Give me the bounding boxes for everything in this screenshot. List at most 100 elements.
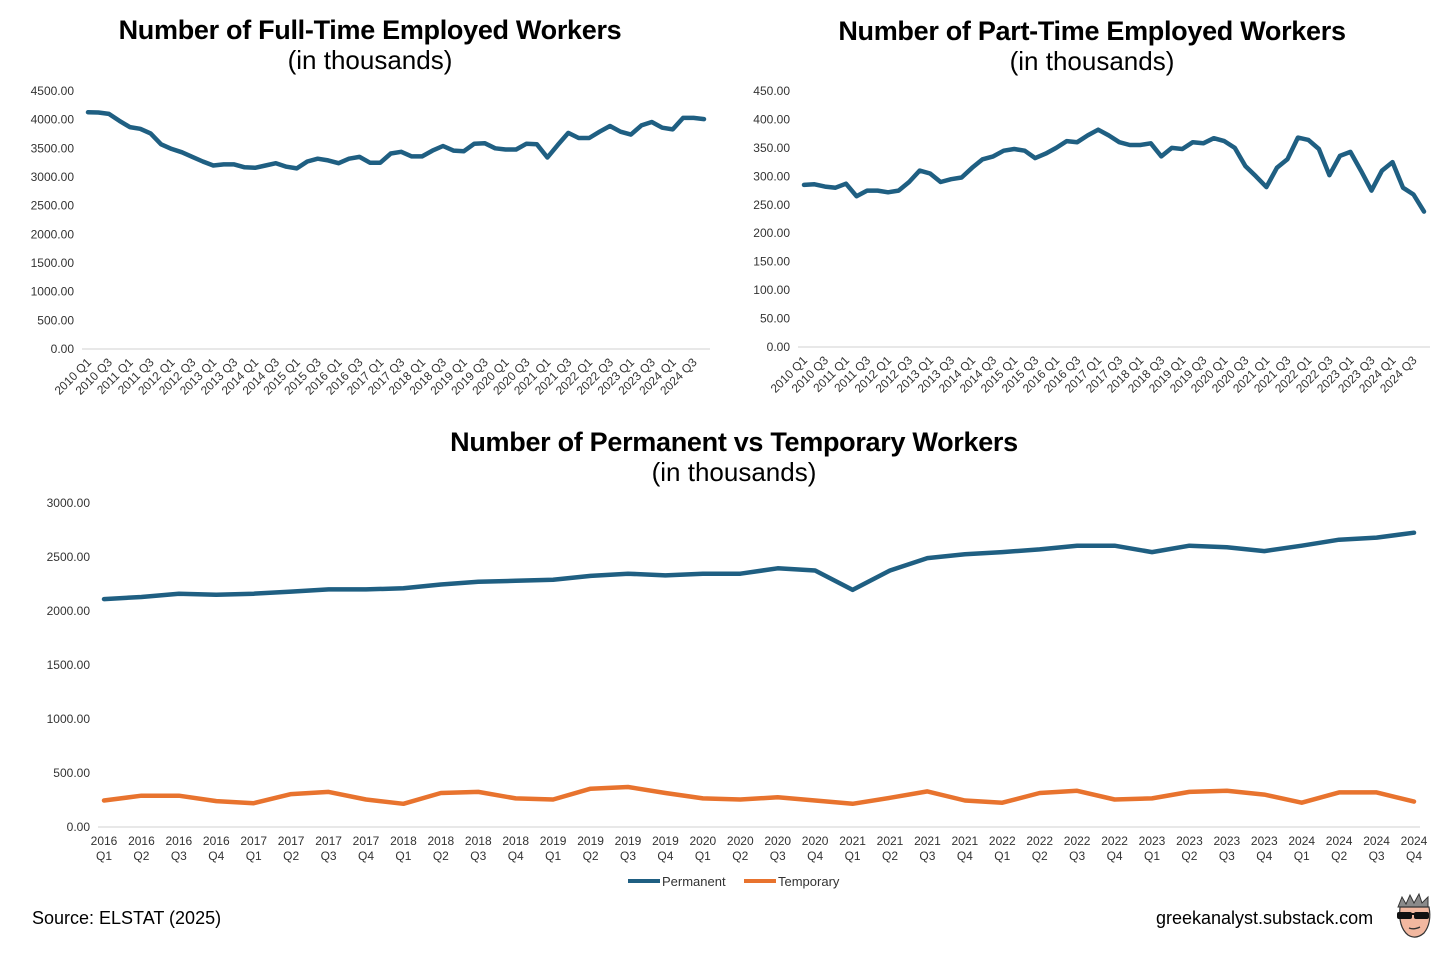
legend-label-permanent: Permanent: [662, 874, 726, 889]
x-tick-label-year: 2020: [764, 834, 791, 848]
y-tick-label: 350.00: [753, 141, 790, 155]
x-tick-label-year: 2024: [1401, 834, 1428, 848]
x-tick-label-quarter: Q3: [1069, 849, 1085, 863]
x-tick-label-quarter: Q4: [807, 849, 823, 863]
x-tick-label-quarter: Q2: [732, 849, 748, 863]
x-tick-label-year: 2022: [1101, 834, 1128, 848]
x-tick-label-year: 2024: [1288, 834, 1315, 848]
y-tick-label: 2500.00: [47, 550, 91, 564]
x-tick-label-quarter: Q2: [583, 849, 599, 863]
x-tick-label-year: 2024: [1326, 834, 1353, 848]
x-tick-label-quarter: Q1: [395, 849, 411, 863]
y-tick-label: 500.00: [53, 766, 90, 780]
y-tick-label: 1000.00: [31, 285, 75, 299]
x-tick-label-quarter: Q1: [246, 849, 262, 863]
x-tick-label-quarter: Q3: [470, 849, 486, 863]
chart1-title-main: Number of Full-Time Employed Workers: [118, 15, 622, 45]
y-tick-label: 2500.00: [31, 199, 75, 213]
y-tick-label: 1000.00: [47, 712, 91, 726]
x-tick-label-quarter: Q1: [994, 849, 1010, 863]
x-tick-label-year: 2017: [278, 834, 305, 848]
y-tick-label: 1500.00: [31, 256, 75, 270]
x-tick-label-quarter: Q4: [208, 849, 224, 863]
x-tick-label-quarter: Q4: [1107, 849, 1123, 863]
x-tick-label-quarter: Q1: [545, 849, 561, 863]
y-tick-label: 100.00: [753, 283, 790, 297]
x-tick-label-year: 2019: [540, 834, 567, 848]
x-tick-label-year: 2022: [989, 834, 1016, 848]
x-tick-label-quarter: Q2: [1181, 849, 1197, 863]
legend-label-temporary: Temporary: [778, 874, 840, 889]
chart2-title: Number of Part-Time Employed Workers (in…: [782, 16, 1402, 75]
y-tick-label: 0.00: [67, 820, 91, 834]
y-tick-label: 3000.00: [31, 170, 75, 184]
x-tick-label-year: 2020: [802, 834, 829, 848]
x-tick-label-quarter: Q3: [1369, 849, 1385, 863]
x-tick-label-year: 2016: [203, 834, 230, 848]
x-tick-label-year: 2020: [690, 834, 717, 848]
series-line-main: [801, 127, 1427, 214]
x-tick-label-year: 2017: [315, 834, 342, 848]
x-tick-label-quarter: Q3: [919, 849, 935, 863]
x-tick-label-year: 2018: [428, 834, 455, 848]
x-tick-label-year: 2021: [952, 834, 979, 848]
y-tick-label: 3000.00: [47, 496, 91, 510]
x-tick-label-year: 2024: [1363, 834, 1390, 848]
y-tick-label: 50.00: [760, 312, 790, 326]
x-tick-label-year: 2016: [166, 834, 193, 848]
x-tick-label-year: 2017: [240, 834, 267, 848]
x-tick-label-quarter: Q1: [845, 849, 861, 863]
chart3-title-main: Number of Permanent vs Temporary Workers: [450, 427, 1018, 457]
y-tick-label: 250.00: [753, 198, 790, 212]
chart1-title: Number of Full-Time Employed Workers (in…: [60, 15, 680, 75]
x-tick-label-quarter: Q3: [770, 849, 786, 863]
chart1-subtitle: (in thousands): [287, 44, 453, 75]
x-tick-label-quarter: Q4: [1256, 849, 1272, 863]
x-tick-label-quarter: Q2: [882, 849, 898, 863]
x-tick-label-quarter: Q1: [1294, 849, 1310, 863]
y-tick-label: 200.00: [753, 226, 790, 240]
x-tick-label-quarter: Q3: [171, 849, 187, 863]
x-tick-label-quarter: Q3: [620, 849, 636, 863]
x-tick-label-quarter: Q2: [133, 849, 149, 863]
x-tick-label-quarter: Q1: [96, 849, 112, 863]
series-line-permanent: [101, 530, 1417, 602]
x-tick-label-year: 2021: [914, 834, 941, 848]
series-line-main: [85, 109, 707, 171]
series-line-temporary: [101, 784, 1417, 807]
x-tick-label-year: 2023: [1139, 834, 1166, 848]
x-tick-label-year: 2019: [577, 834, 604, 848]
x-tick-label-year: 2019: [652, 834, 679, 848]
y-tick-label: 0.00: [767, 340, 791, 354]
x-tick-label-year: 2021: [877, 834, 904, 848]
y-tick-label: 300.00: [753, 169, 790, 183]
x-tick-label-year: 2023: [1214, 834, 1241, 848]
x-tick-label-quarter: Q2: [1331, 849, 1347, 863]
y-tick-label: 450.00: [753, 84, 790, 98]
x-tick-label-year: 2021: [839, 834, 866, 848]
x-tick-label-year: 2018: [465, 834, 492, 848]
site-credit: greekanalyst.substack.com: [1156, 908, 1374, 928]
y-tick-label: 4000.00: [31, 113, 75, 127]
y-tick-label: 1500.00: [47, 658, 91, 672]
x-tick-label-year: 2022: [1064, 834, 1091, 848]
x-tick-label-quarter: Q1: [695, 849, 711, 863]
y-tick-label: 0.00: [51, 342, 75, 356]
x-tick-label-quarter: Q1: [1144, 849, 1160, 863]
x-tick-label-quarter: Q4: [957, 849, 973, 863]
y-tick-label: 400.00: [753, 112, 790, 126]
x-tick-label-quarter: Q4: [508, 849, 524, 863]
source-note: Source: ELSTAT (2025): [32, 908, 222, 928]
x-tick-label-year: 2023: [1251, 834, 1278, 848]
y-tick-label: 150.00: [753, 255, 790, 269]
x-tick-label-quarter: Q2: [283, 849, 299, 863]
x-tick-label-year: 2018: [502, 834, 529, 848]
x-tick-label-year: 2016: [91, 834, 118, 848]
y-tick-label: 2000.00: [31, 227, 75, 241]
x-tick-label-quarter: Q2: [1032, 849, 1048, 863]
y-tick-label: 3500.00: [31, 141, 75, 155]
x-tick-label-year: 2023: [1176, 834, 1203, 848]
x-tick-label-year: 2017: [353, 834, 380, 848]
